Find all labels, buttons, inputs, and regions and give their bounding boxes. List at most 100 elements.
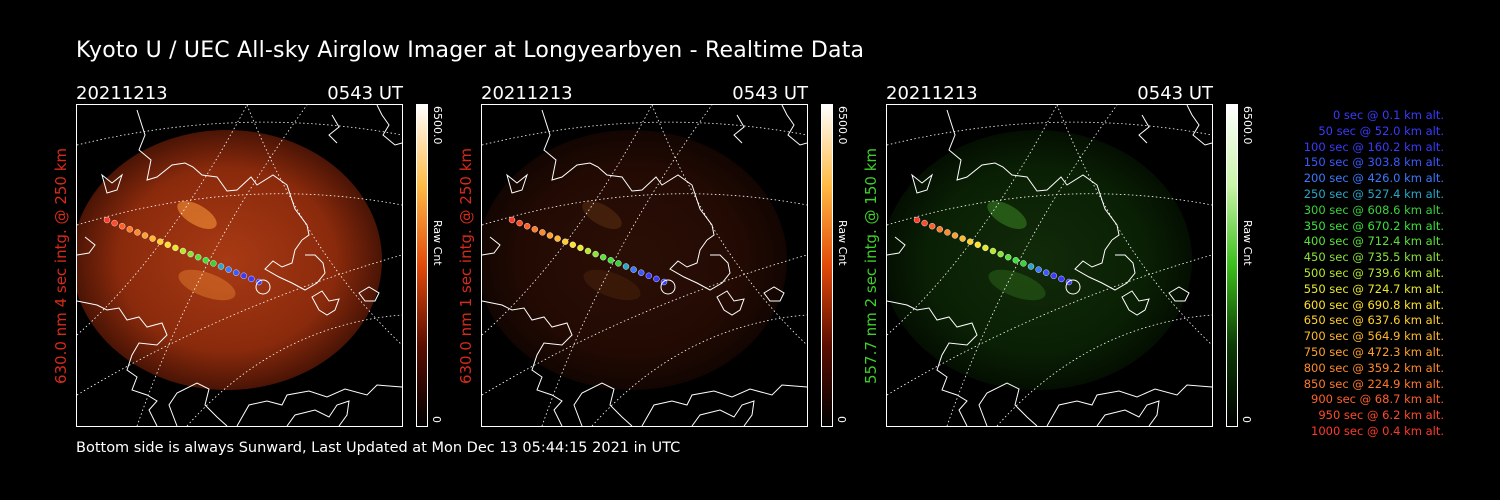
colorbar-title: Raw Cnt: [836, 220, 849, 266]
trajectory-point: [974, 241, 982, 249]
colorbar-max-label: 6500.0: [1241, 106, 1254, 145]
airglow-image: [887, 130, 1192, 390]
trajectory-point: [577, 244, 584, 252]
trajectory-point: [569, 241, 577, 249]
legend-item: 150 sec @ 303.8 km alt.: [1303, 155, 1444, 170]
colorbar-min-label: 0: [835, 416, 848, 423]
trajectory-point: [164, 241, 172, 249]
trajectory-point: [913, 216, 921, 224]
trajectory-legend: 0 sec @ 0.1 km alt. 50 sec @ 52.0 km alt.…: [1262, 108, 1444, 440]
trajectory-point: [134, 229, 141, 236]
trajectory-point: [179, 247, 187, 255]
trajectory-point: [645, 272, 653, 280]
trajectory-point: [630, 266, 637, 273]
legend-item: 300 sec @ 608.6 km alt.: [1303, 202, 1444, 217]
trajectory-point: [637, 269, 645, 276]
trajectory-point: [187, 250, 194, 258]
panel-date: 20211213: [481, 83, 573, 104]
trajectory-point: [959, 235, 966, 242]
panel-time: 0543 UT: [1137, 83, 1213, 104]
panel-time: 0543 UT: [327, 83, 403, 104]
panel-ylabel: 557.7 nm 2 sec intg. @ 150 km: [862, 147, 880, 385]
legend-item: 650 sec @ 637.6 km alt.: [1303, 313, 1444, 328]
trajectory-point: [232, 269, 240, 276]
trajectory-point: [1050, 272, 1058, 280]
panel-557-2sec: 20211213 0543 UT 557.7 nm 2 sec intg. @ …: [862, 80, 1286, 432]
trajectory-point: [248, 275, 255, 283]
colorbar-title: Raw Cnt: [1241, 220, 1254, 266]
trajectory-point: [653, 275, 660, 283]
legend-item: 600 sec @ 690.8 km alt.: [1303, 297, 1444, 312]
legend-item: 750 sec @ 472.3 km alt.: [1303, 344, 1444, 359]
trajectory-point: [607, 257, 615, 264]
trajectory-point: [1004, 253, 1012, 261]
legend-item: 700 sec @ 564.9 km alt.: [1303, 329, 1444, 344]
trajectory-point: [103, 216, 111, 224]
colorbar-min-label: 0: [430, 416, 443, 423]
airglow-image: [482, 130, 787, 390]
legend-item: 900 sec @ 68.7 km alt.: [1311, 392, 1444, 407]
colorbar: [1226, 104, 1238, 427]
legend-item: 550 sec @ 724.7 km alt.: [1303, 281, 1444, 296]
trajectory-point: [599, 253, 607, 261]
legend-item: 850 sec @ 224.9 km alt.: [1303, 376, 1444, 391]
legend-item: 250 sec @ 527.4 km alt.: [1303, 186, 1444, 201]
panel-630-4sec: 20211213 0543 UT 630.0 nm 4 sec intg. @ …: [52, 80, 476, 432]
trajectory-point: [1020, 260, 1027, 267]
panel-date: 20211213: [76, 83, 168, 104]
panel-630-1sec: 20211213 0543 UT 630.0 nm 1 sec intg. @ …: [457, 80, 881, 432]
trajectory-point: [615, 260, 622, 267]
allsky-map: [76, 104, 403, 427]
trajectory-point: [156, 238, 164, 245]
trajectory-point: [951, 232, 959, 239]
trajectory-point: [966, 238, 974, 245]
trajectory-point: [217, 263, 225, 270]
trajectory-point: [149, 235, 156, 242]
legend-item: 350 sec @ 670.2 km alt.: [1303, 218, 1444, 233]
trajectory-point: [141, 232, 149, 239]
page-title: Kyoto U / UEC All-sky Airglow Imager at …: [76, 38, 865, 63]
legend-item: 200 sec @ 426.0 km alt.: [1303, 171, 1444, 186]
trajectory-point: [921, 219, 928, 227]
colorbar-max-label: 6500.0: [836, 106, 849, 145]
trajectory-point: [554, 235, 561, 242]
trajectory-point: [119, 222, 126, 230]
trajectory-point: [1035, 266, 1042, 273]
trajectory-point: [1058, 275, 1065, 283]
trajectory-point: [194, 253, 202, 261]
trajectory-point: [982, 244, 989, 252]
trajectory-point: [1042, 269, 1050, 276]
legend-item: 950 sec @ 6.2 km alt.: [1318, 408, 1444, 423]
panel-date: 20211213: [886, 83, 978, 104]
allsky-map: [886, 104, 1213, 427]
trajectory-point: [126, 226, 133, 233]
trajectory-point: [524, 222, 531, 230]
legend-item: 1000 sec @ 0.4 km alt.: [1311, 423, 1444, 438]
trajectory-point: [225, 266, 232, 273]
panel-ylabel: 630.0 nm 4 sec intg. @ 250 km: [52, 147, 70, 385]
trajectory-point: [936, 226, 943, 233]
legend-item: 450 sec @ 735.5 km alt.: [1303, 250, 1444, 265]
legend-item: 0 sec @ 0.1 km alt.: [1332, 108, 1444, 122]
panel-time: 0543 UT: [732, 83, 808, 104]
trajectory-point: [1012, 257, 1020, 264]
legend-item: 800 sec @ 359.2 km alt.: [1303, 360, 1444, 375]
footer-note: Bottom side is always Sunward, Last Upda…: [76, 440, 681, 456]
colorbar: [416, 104, 428, 427]
trajectory-point: [997, 250, 1004, 258]
trajectory-point: [111, 219, 118, 227]
trajectory-point: [531, 226, 538, 233]
trajectory-point: [240, 272, 248, 280]
trajectory-point: [592, 250, 599, 258]
colorbar-max-label: 6500.0: [431, 106, 444, 145]
trajectory-point: [516, 219, 523, 227]
trajectory-point: [561, 238, 569, 245]
trajectory-point: [210, 260, 217, 267]
trajectory-point: [584, 247, 592, 255]
trajectory-point: [202, 257, 210, 264]
legend-item: 500 sec @ 739.6 km alt.: [1303, 265, 1444, 280]
trajectory-point: [929, 222, 936, 230]
trajectory-point: [546, 232, 554, 239]
allsky-map: [481, 104, 808, 427]
airglow-image: [77, 130, 382, 390]
